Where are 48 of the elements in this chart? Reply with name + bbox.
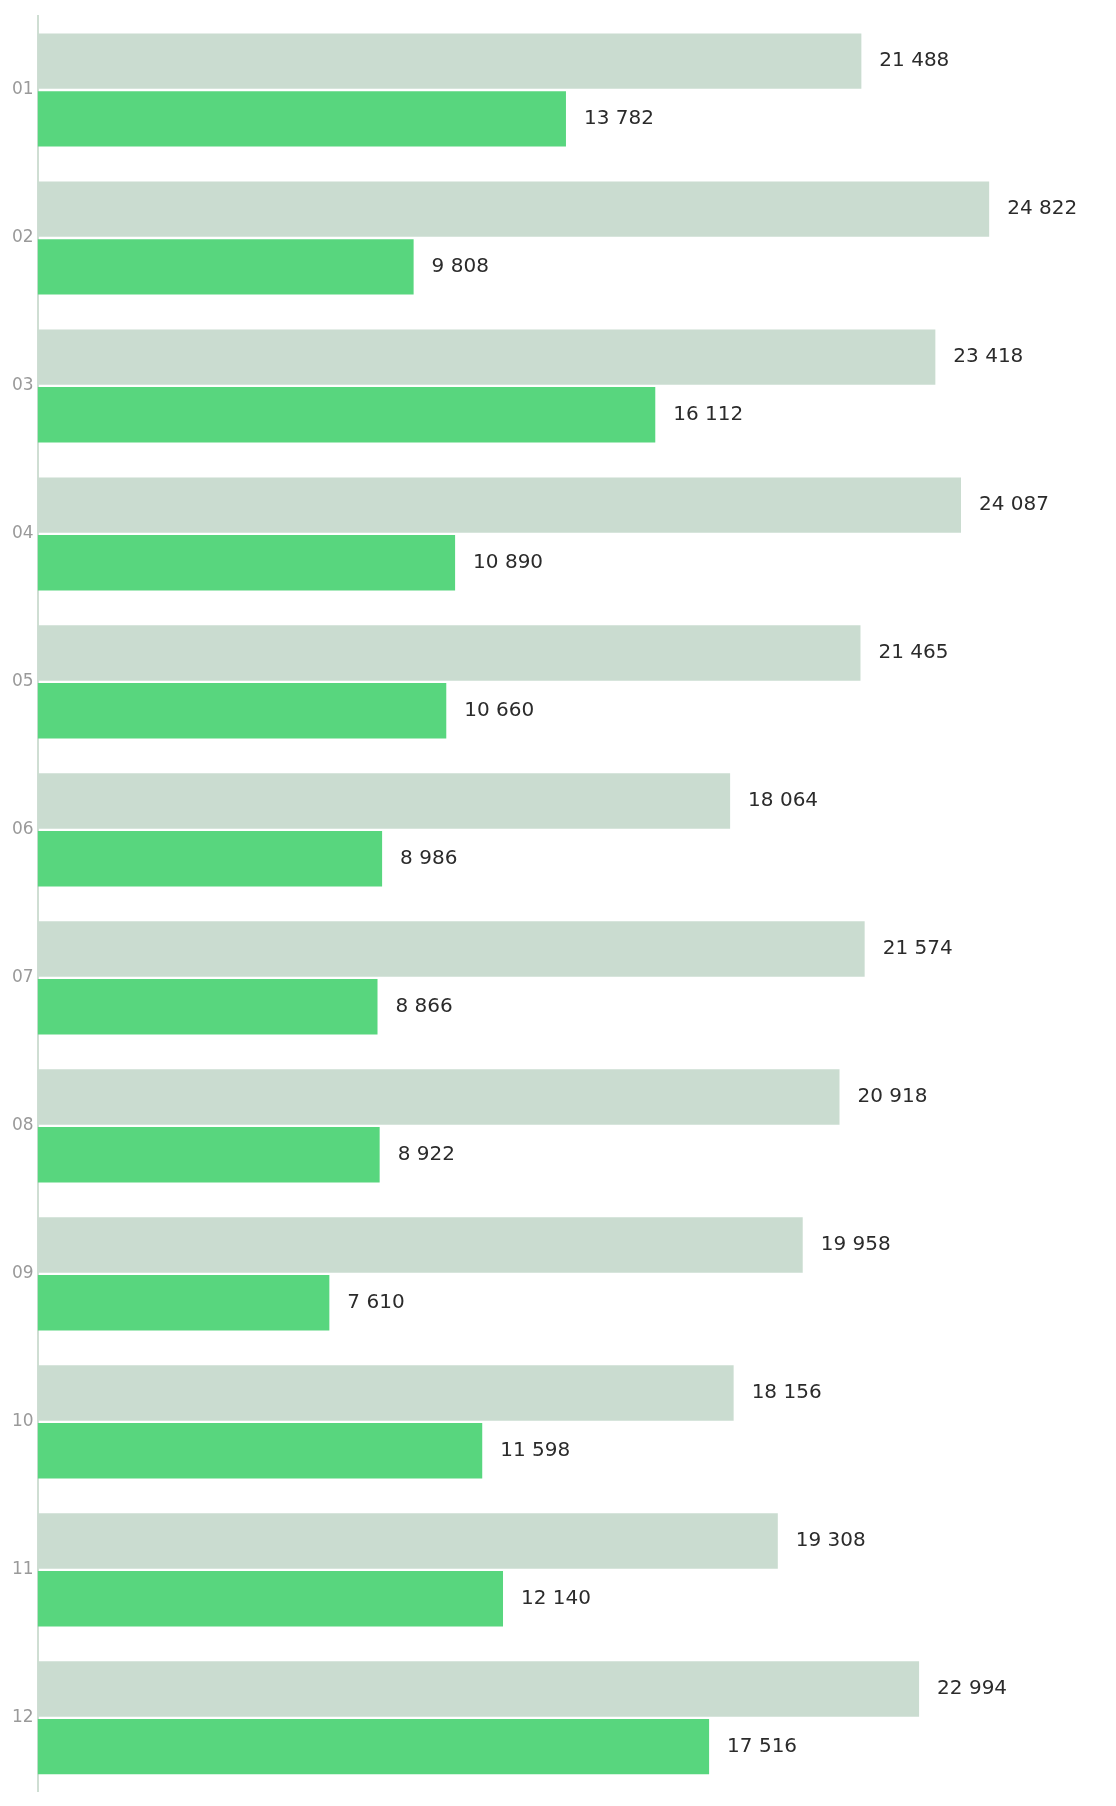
data-label: 9 808 — [431, 253, 489, 278]
bar — [37, 1423, 483, 1479]
bar — [37, 683, 447, 739]
y-tick-label: 03 — [11, 374, 34, 395]
y-tick-label: 06 — [11, 818, 34, 839]
bar — [37, 1570, 504, 1627]
y-tick-label: 11 — [11, 1558, 34, 1579]
data-label: 8 866 — [395, 992, 453, 1017]
y-tick-label: 01 — [11, 78, 34, 99]
bar — [37, 1718, 710, 1775]
data-label: 19 958 — [820, 1231, 891, 1256]
y-tick-label: 05 — [11, 670, 34, 691]
bar — [37, 535, 456, 591]
y-tick-label: 08 — [11, 1114, 34, 1135]
data-label: 10 660 — [464, 696, 535, 721]
y-tick-label: 10 — [11, 1410, 34, 1431]
data-label: 23 418 — [953, 343, 1024, 368]
bar — [37, 387, 656, 443]
y-tick-label: 02 — [11, 226, 34, 247]
data-label: 7 610 — [347, 1288, 405, 1313]
bar — [37, 1275, 330, 1331]
data-label: 24 087 — [979, 491, 1049, 516]
data-label: 20 918 — [857, 1083, 928, 1108]
data-label: 11 598 — [500, 1436, 571, 1461]
bar — [37, 831, 383, 887]
bar — [37, 1127, 380, 1183]
data-label: 17 516 — [727, 1732, 798, 1757]
data-label: 19 308 — [795, 1527, 866, 1552]
data-label: 24 822 — [1007, 195, 1078, 220]
data-label: 22 994 — [937, 1675, 1008, 1700]
data-label: 21 574 — [882, 935, 953, 960]
data-label: 21 465 — [878, 639, 949, 664]
data-label: 18 156 — [751, 1379, 822, 1404]
data-label: 21 488 — [879, 47, 950, 72]
bar — [37, 239, 414, 295]
bar — [37, 91, 566, 147]
y-tick-label: 09 — [11, 1262, 34, 1283]
data-label: 18 064 — [748, 787, 819, 812]
data-label: 8 922 — [397, 1140, 455, 1165]
y-tick-label: 07 — [11, 966, 34, 987]
data-label: 16 112 — [673, 401, 744, 426]
data-label: 12 140 — [521, 1584, 591, 1609]
bar — [37, 979, 378, 1035]
y-tick-label: 12 — [11, 1706, 34, 1727]
data-label: 8 986 — [400, 844, 458, 869]
y-tick-label: 04 — [11, 522, 34, 543]
data-label: 10 890 — [473, 549, 544, 573]
data-label: 13 782 — [583, 105, 654, 130]
